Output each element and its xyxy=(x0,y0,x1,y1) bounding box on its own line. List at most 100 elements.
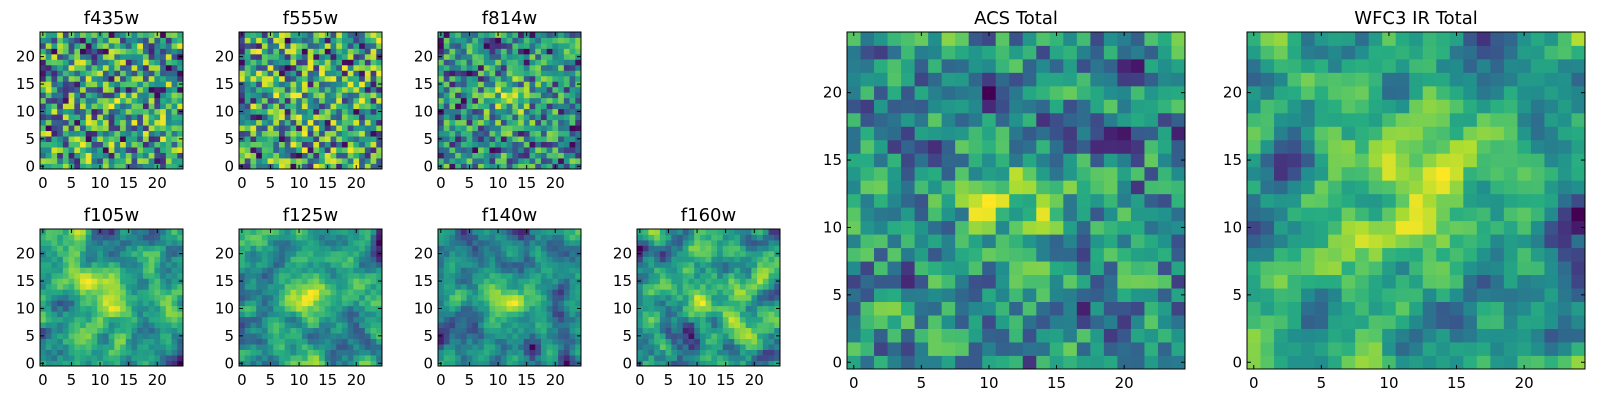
heatmap-cell xyxy=(171,108,178,115)
heatmap-cell xyxy=(336,70,343,77)
heatmap-cell xyxy=(307,158,314,164)
heatmap-cell xyxy=(569,81,576,88)
heatmap-cell xyxy=(722,294,729,301)
heatmap-cell xyxy=(717,338,724,345)
heatmap-cell xyxy=(290,250,297,257)
heatmap-cell xyxy=(74,97,81,104)
heatmap-cell xyxy=(45,333,52,339)
heatmap-cell xyxy=(364,37,371,44)
heatmap-cell xyxy=(728,256,735,263)
heatmap-cell xyxy=(734,360,741,367)
heatmap-cell xyxy=(165,327,172,334)
heatmap-cell xyxy=(171,355,178,361)
heatmap-cell xyxy=(438,92,445,99)
heatmap-cell xyxy=(575,256,582,263)
heatmap-cell xyxy=(319,64,326,71)
heatmap-cell xyxy=(336,136,343,142)
heatmap-cell xyxy=(313,234,320,241)
heatmap-cell xyxy=(1157,355,1172,370)
heatmap-cell xyxy=(364,333,371,339)
heatmap-cell xyxy=(472,327,479,334)
heatmap-cell xyxy=(529,130,536,137)
heatmap-cell xyxy=(483,152,490,159)
heatmap-cell xyxy=(261,86,268,93)
heatmap-cell xyxy=(45,42,52,49)
heatmap-cell xyxy=(279,32,286,38)
heatmap-cell xyxy=(774,256,781,263)
heatmap-cell xyxy=(466,245,473,252)
heatmap-cell xyxy=(540,300,548,307)
heatmap-cell xyxy=(928,288,943,302)
x-tick-label: 0 xyxy=(38,174,48,192)
heatmap-cell xyxy=(341,234,349,241)
heatmap-cell xyxy=(307,327,314,334)
heatmap-cell xyxy=(319,300,326,307)
heatmap-cell xyxy=(455,333,462,339)
heatmap-cell xyxy=(250,108,257,115)
heatmap-cell xyxy=(529,300,536,307)
heatmap-cell xyxy=(154,234,161,241)
heatmap-cell xyxy=(512,114,519,121)
heatmap-cell xyxy=(171,360,178,367)
heatmap-cell xyxy=(336,239,343,246)
heatmap-cell xyxy=(982,355,997,370)
heatmap-cell xyxy=(85,300,92,307)
heatmap-cell xyxy=(177,355,184,361)
heatmap-cell xyxy=(677,250,684,257)
heatmap-cell xyxy=(102,272,110,279)
heatmap-cell xyxy=(552,108,559,115)
heatmap-cell xyxy=(301,92,309,99)
heatmap-cell xyxy=(359,294,366,301)
heatmap-cell xyxy=(244,294,251,301)
heatmap-cell xyxy=(319,86,326,93)
heatmap-cell xyxy=(313,59,320,66)
y-tick-label: 10 xyxy=(414,299,433,317)
heatmap-cell xyxy=(460,250,467,257)
heatmap-cell xyxy=(728,234,735,241)
heatmap-cell xyxy=(160,283,167,290)
heatmap-cell xyxy=(261,59,268,66)
heatmap-cell xyxy=(472,64,479,71)
heatmap-cell xyxy=(443,300,450,307)
heatmap-cell xyxy=(177,37,184,44)
heatmap-cell xyxy=(518,305,525,312)
heatmap-cell xyxy=(74,349,81,356)
heatmap-cell xyxy=(734,234,741,241)
heatmap-cell xyxy=(108,152,115,159)
heatmap-cell xyxy=(114,114,121,121)
heatmap-cell xyxy=(558,327,565,334)
heatmap-cell xyxy=(45,125,52,132)
heatmap-cell xyxy=(256,245,263,252)
heatmap-cell xyxy=(722,333,729,339)
heatmap-cell xyxy=(45,152,52,159)
heatmap-cell xyxy=(68,234,75,241)
heatmap-cell xyxy=(500,311,508,318)
heatmap-cell xyxy=(279,322,286,329)
heatmap-cell xyxy=(364,245,371,252)
heatmap-cell xyxy=(57,300,64,307)
heatmap-cell xyxy=(523,294,530,301)
heatmap-cell xyxy=(483,32,490,38)
heatmap-cell xyxy=(665,250,672,257)
heatmap-cell xyxy=(148,256,155,263)
heatmap-cell xyxy=(108,75,115,82)
heatmap-cell xyxy=(449,234,456,241)
heatmap-cell xyxy=(279,294,286,301)
heatmap-cell xyxy=(535,136,542,142)
heatmap-cell xyxy=(296,300,303,307)
heatmap-cell xyxy=(120,152,127,159)
heatmap-cell xyxy=(552,53,559,60)
heatmap-cell xyxy=(80,48,87,55)
heatmap-cell xyxy=(97,267,104,274)
heatmap-cell xyxy=(512,141,519,148)
heatmap-cell xyxy=(108,163,115,170)
heatmap-cell xyxy=(774,245,781,252)
heatmap-cell xyxy=(261,119,268,126)
heatmap-cell xyxy=(483,92,490,99)
heatmap-cell xyxy=(535,163,542,170)
heatmap-cell xyxy=(347,261,354,268)
heatmap-cell xyxy=(1049,328,1064,343)
heatmap-cell xyxy=(319,349,326,356)
heatmap-cell xyxy=(51,261,58,268)
heatmap-cell xyxy=(177,103,184,110)
